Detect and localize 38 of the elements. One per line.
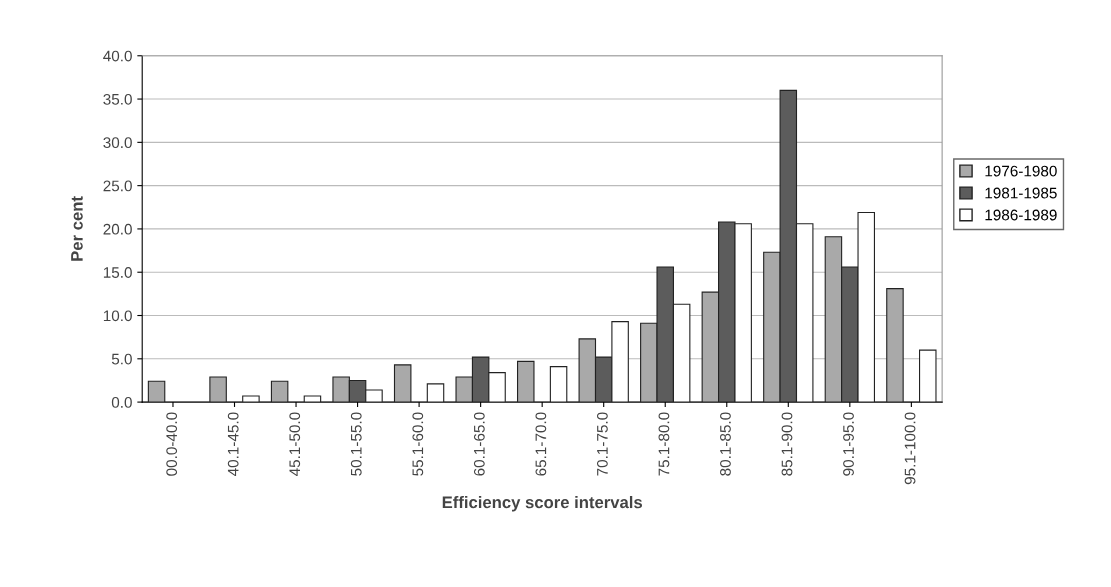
bar xyxy=(549,366,568,403)
x-tick-label: 60.1-65.0 xyxy=(473,412,485,476)
x-tick-label: 40.1-45.0 xyxy=(227,412,239,477)
y-tick-label: 25.0 xyxy=(103,180,132,192)
x-tick-label: 80.1-85.0 xyxy=(720,412,731,476)
x-tick-label: 00.0-40.0 xyxy=(166,412,178,476)
bar xyxy=(919,349,937,403)
x-tick-label: 55.1-60.0 xyxy=(412,412,424,476)
x-tick-label: 45.1-50.0 xyxy=(289,412,301,477)
bar xyxy=(886,288,904,403)
x-tick-label: 75.1-80.0 xyxy=(658,412,670,476)
bar xyxy=(303,395,322,403)
x-tick-label: 95.1-100.0 xyxy=(904,412,916,485)
y-axis-title: Per cent xyxy=(71,196,83,261)
legend-label: 1986-1989 xyxy=(985,209,1057,221)
x-tick-label: 85.1-90.0 xyxy=(781,412,793,476)
legend-label: 1981-1985 xyxy=(985,187,1057,199)
bar xyxy=(517,360,535,403)
y-tick-label: 20.0 xyxy=(103,223,132,235)
bar xyxy=(270,380,289,403)
bar xyxy=(426,383,445,403)
legend-label: 1976-1980 xyxy=(985,165,1057,177)
y-tick-label: 15.0 xyxy=(103,267,132,278)
bar xyxy=(393,364,412,403)
x-tick-label: 50.1-55.0 xyxy=(350,412,362,476)
x-tick-label: 70.1-75.0 xyxy=(596,412,608,476)
x-tick-label: 90.1-95.0 xyxy=(843,412,854,476)
y-tick-label: 5.0 xyxy=(111,353,132,365)
bar xyxy=(147,380,166,403)
y-tick-label: 0.0 xyxy=(111,396,132,408)
y-tick-label: 30.0 xyxy=(103,137,132,149)
y-tick-label: 35.0 xyxy=(103,93,132,105)
x-tick-label: 65.1-70.0 xyxy=(535,412,547,476)
y-tick-label: 10.0 xyxy=(103,310,132,322)
x-axis-title: Efficiency score intervals xyxy=(442,495,642,512)
bar xyxy=(209,376,227,403)
y-tick-label: 40.0 xyxy=(103,50,132,62)
bar xyxy=(242,395,260,403)
